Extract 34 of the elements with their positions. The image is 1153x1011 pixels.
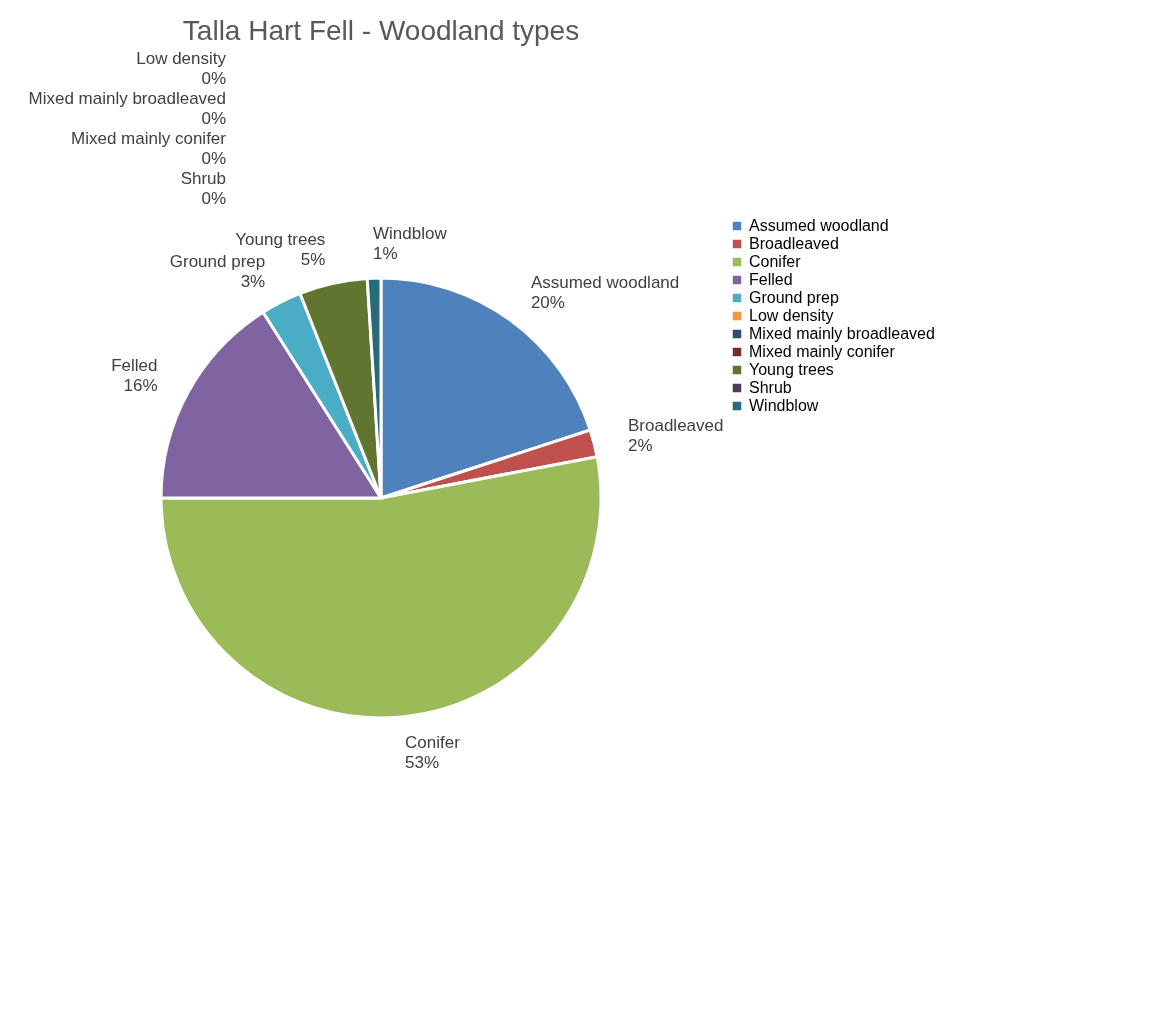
legend-label: Shrub — [749, 379, 792, 396]
slice-label: Ground prep — [169, 251, 266, 271]
legend-label: Mixed mainly conifer — [749, 343, 896, 360]
legend-label: Mixed mainly broadleaved — [749, 325, 935, 342]
slice-label: Assumed woodland — [530, 272, 680, 292]
legend-label: Broadleaved — [749, 235, 839, 252]
data-label: 53% — [405, 752, 440, 772]
slice-label: Felled — [111, 356, 158, 376]
chart-title: Talla Hart Fell - Woodland types — [182, 15, 580, 46]
slice-label: Windblow — [372, 224, 448, 244]
data-label: 2% — [627, 435, 653, 455]
legend-label: Low density — [749, 307, 834, 324]
text: 0% — [201, 109, 226, 128]
legend-label: Young trees — [749, 361, 834, 378]
text: 0% — [201, 149, 226, 168]
slice-label: Broadleaved — [627, 415, 724, 435]
data-label: 16% — [123, 376, 158, 396]
slice-label: Conifer — [405, 732, 461, 752]
text: 0% — [201, 189, 226, 208]
data-label: 1% — [372, 244, 398, 264]
legend-label: Felled — [749, 271, 793, 288]
category-label: Mixed mainly broadleaved — [28, 89, 226, 108]
category-label: Shrub — [180, 169, 226, 188]
text: 0% — [201, 69, 226, 88]
legend-label: Conifer — [749, 253, 802, 270]
data-label: 20% — [530, 292, 565, 312]
legend-label: Assumed woodland — [749, 217, 889, 234]
category-label: Low density — [136, 49, 226, 68]
data-label: 3% — [240, 271, 266, 291]
legend-label: Ground prep — [749, 289, 839, 306]
data-label: 5% — [300, 250, 326, 270]
legend-label: Windblow — [749, 397, 819, 414]
category-label: Mixed mainly conifer — [71, 129, 226, 148]
slice-label: Young trees — [235, 230, 326, 250]
